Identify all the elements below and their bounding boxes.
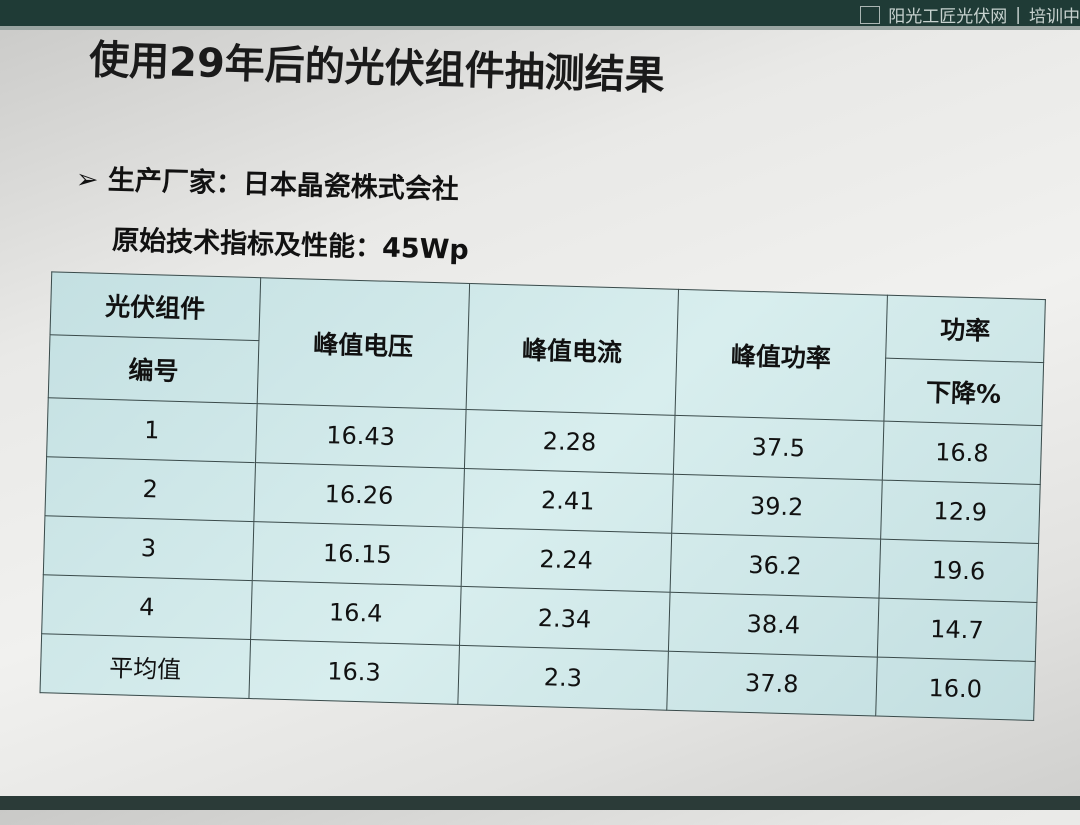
cell-current: 2.41 bbox=[462, 468, 674, 534]
slide-title: 使用29年后的光伏组件抽测结果 bbox=[88, 37, 666, 100]
section-name: 培训中 bbox=[1029, 7, 1080, 27]
header-current: 峰值电流 bbox=[465, 283, 679, 416]
cell-id: 3 bbox=[43, 515, 254, 581]
cell-drop: 16.8 bbox=[881, 421, 1042, 485]
header-drop-percent: 下降% bbox=[883, 358, 1044, 426]
logo-icon bbox=[860, 5, 881, 24]
brand-name: 阳光工匠光伏网 bbox=[888, 7, 1008, 27]
top-bar: 阳光工匠光伏网 | 培训中 bbox=[0, 0, 1080, 28]
header-module: 光伏组件 bbox=[50, 271, 261, 341]
cell-current: 2.3 bbox=[457, 645, 669, 711]
top-divider bbox=[0, 26, 1080, 30]
brand-logo: 阳光工匠光伏网 | 培训中 bbox=[860, 2, 1080, 27]
bottom-bar bbox=[0, 796, 1080, 810]
cell-power: 37.5 bbox=[673, 415, 884, 481]
divider: | bbox=[1015, 4, 1021, 25]
spec-line: 原始技术指标及性能：45Wp bbox=[111, 225, 470, 266]
cell-power: 39.2 bbox=[671, 474, 882, 540]
cell-current: 2.34 bbox=[459, 586, 670, 652]
cell-drop: 12.9 bbox=[880, 480, 1041, 544]
manufacturer-line: ➢ 生产厂家：日本晶瓷株式会社 bbox=[75, 157, 459, 207]
results-table: 光伏组件 峰值电压 峰值电流 峰值功率 功率 编号 下降% 1 16.43 2.… bbox=[39, 271, 1046, 721]
header-drop: 功率 bbox=[885, 295, 1046, 363]
cell-id: 4 bbox=[41, 574, 253, 640]
cell-drop: 19.6 bbox=[878, 539, 1039, 603]
arrow-bullet-icon: ➢ bbox=[75, 163, 109, 196]
cell-voltage: 16.26 bbox=[253, 462, 465, 528]
cell-id: 2 bbox=[44, 456, 256, 522]
cell-power: 38.4 bbox=[668, 592, 879, 658]
cell-voltage: 16.43 bbox=[255, 403, 466, 469]
header-power: 峰值功率 bbox=[674, 289, 888, 422]
cell-id: 1 bbox=[46, 397, 258, 463]
cell-voltage: 16.4 bbox=[250, 580, 461, 646]
cell-current: 2.28 bbox=[464, 409, 675, 475]
cell-current: 2.24 bbox=[460, 527, 672, 593]
cell-drop: 16.0 bbox=[875, 657, 1036, 721]
cell-voltage: 16.15 bbox=[252, 521, 463, 587]
manufacturer-text: 生产厂家：日本晶瓷株式会社 bbox=[107, 164, 460, 206]
cell-drop: 14.7 bbox=[876, 598, 1037, 662]
header-module-number: 编号 bbox=[48, 334, 259, 404]
cell-power: 36.2 bbox=[669, 533, 881, 599]
cell-voltage: 16.3 bbox=[248, 639, 460, 705]
header-voltage: 峰值电压 bbox=[257, 277, 470, 410]
cell-id: 平均值 bbox=[40, 633, 251, 699]
cell-power: 37.8 bbox=[666, 651, 877, 717]
